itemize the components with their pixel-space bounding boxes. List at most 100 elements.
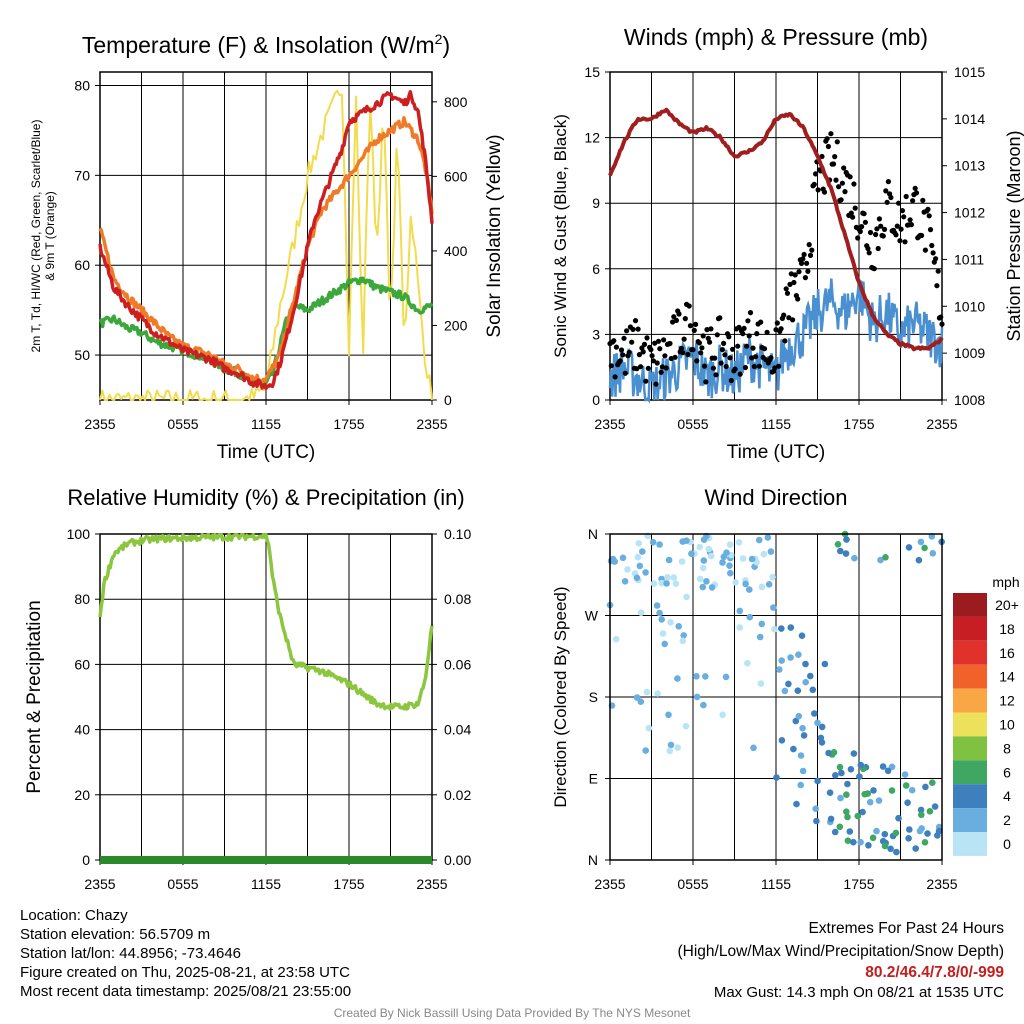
gust-point: [747, 310, 754, 316]
direction-point: [892, 829, 900, 837]
gust-point: [847, 174, 853, 180]
gust-point: [913, 190, 920, 196]
gust-point: [862, 219, 869, 225]
gust-point: [772, 365, 778, 371]
max-gust-text: Max Gust: 14.3 mph On 08/21 at 1535 UTC: [713, 984, 1004, 1001]
gust-point: [758, 319, 764, 325]
gust-point: [723, 363, 729, 370]
gust-point: [710, 365, 717, 371]
direction-point: [702, 673, 709, 680]
gust-point: [632, 318, 639, 324]
x-tick-label: 1155: [251, 416, 281, 432]
direction-point: [679, 637, 687, 645]
gust-point: [908, 222, 915, 228]
direction-point: [857, 838, 864, 846]
gust-point: [791, 279, 797, 286]
direction-point: [924, 830, 931, 837]
gust-point: [761, 346, 768, 352]
direction-point: [798, 632, 806, 639]
gust-point: [919, 232, 925, 239]
direction-point: [674, 744, 681, 751]
direction-point: [865, 842, 872, 849]
direction-point: [870, 787, 877, 794]
gust-point: [930, 250, 936, 256]
direction-point: [633, 574, 641, 582]
x-tick-label: 0555: [677, 876, 708, 892]
gust-point: [834, 139, 840, 145]
gust-point: [833, 177, 839, 183]
gust-point: [787, 281, 793, 287]
direction-point: [656, 541, 663, 548]
gust-point: [855, 235, 861, 241]
direction-point: [758, 620, 766, 628]
direction-point: [902, 782, 910, 789]
direction-point: [612, 635, 620, 643]
gust-point: [690, 347, 696, 353]
gust-point: [796, 269, 802, 275]
chart-title: Winds (mph) & Pressure (mb): [624, 24, 928, 50]
direction-point: [654, 690, 661, 697]
gust-point: [712, 355, 718, 361]
direction-point: [921, 544, 928, 552]
y2-tick-label: 0.08: [444, 591, 471, 607]
direction-point: [656, 609, 663, 617]
gust-point: [667, 340, 673, 347]
gust-point: [865, 245, 871, 252]
direction-point: [722, 673, 730, 681]
gust-point: [832, 154, 838, 160]
direction-point: [642, 569, 649, 576]
direction-point: [778, 657, 785, 664]
gust-point: [873, 231, 879, 238]
direction-point: [696, 543, 703, 551]
y-axis-label-line2: & 9m T (Orange): [43, 191, 57, 281]
gust-point: [801, 251, 807, 258]
x-axis-label: Time (UTC): [727, 442, 826, 463]
y-tick-label: 0: [592, 392, 600, 408]
legend-swatch: [953, 808, 987, 832]
gust-point: [653, 381, 659, 387]
legend-swatch: [953, 593, 987, 617]
direction-point: [851, 554, 858, 562]
direction-point: [800, 732, 808, 739]
direction-point: [812, 805, 819, 812]
gust-point: [740, 331, 746, 337]
x-tick-label: 2355: [926, 416, 957, 432]
direction-point: [916, 827, 924, 835]
direction-point: [850, 750, 858, 757]
direction-point: [675, 623, 682, 630]
gust-point: [899, 208, 906, 214]
y2-tick-label: 1012: [954, 205, 985, 221]
direction-point: [877, 556, 884, 564]
y-tick-label: 100: [67, 526, 91, 542]
direction-point: [857, 761, 865, 769]
direction-point: [736, 607, 744, 615]
direction-point: [665, 711, 672, 719]
gust-point: [790, 317, 796, 323]
gust-point: [898, 226, 904, 232]
direction-point: [843, 791, 850, 798]
x-tick-label: 2355: [84, 876, 115, 892]
direction-point: [663, 580, 670, 587]
direction-point: [884, 767, 892, 775]
gust-point: [680, 350, 686, 356]
gust-point: [764, 329, 770, 335]
direction-point: [723, 549, 730, 556]
gust-point: [701, 363, 708, 369]
x-tick-label: 1755: [843, 876, 874, 892]
gust-point: [713, 372, 719, 378]
direction-point: [773, 774, 780, 781]
y-tick-label: 0: [82, 852, 90, 868]
elevation-text: Station elevation: 56.5709 m: [20, 926, 211, 943]
gust-point: [621, 335, 627, 341]
speed-legend: mph 20+ 18 16 14 12 10 8 6 4 2 0: [953, 574, 1020, 856]
x-tick-label: 2355: [416, 416, 447, 432]
direction-point: [755, 536, 763, 544]
gust-point: [901, 214, 907, 220]
direction-point: [700, 701, 707, 709]
direction-point: [682, 722, 690, 730]
y-tick-label: 80: [74, 77, 90, 93]
direction-point: [683, 537, 690, 544]
direction-point: [787, 654, 794, 661]
gust-point: [721, 340, 727, 346]
direction-point: [739, 555, 747, 562]
